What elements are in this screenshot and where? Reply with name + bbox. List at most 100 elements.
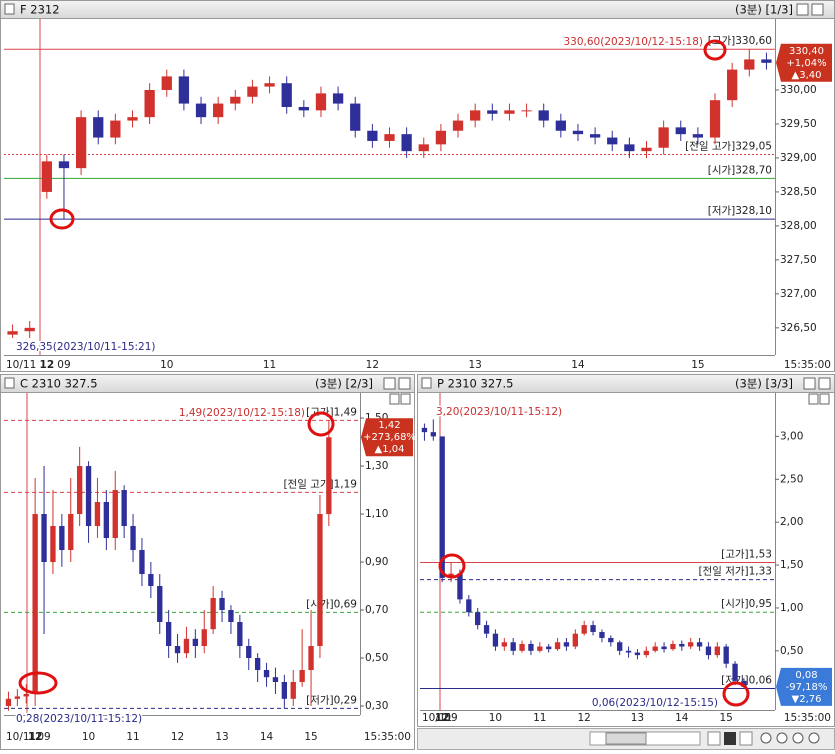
x-tick-label: 14 <box>675 712 689 724</box>
panel-frame <box>417 374 835 727</box>
candle-body <box>537 646 543 651</box>
candle-body <box>219 598 225 611</box>
candle-body <box>581 625 587 634</box>
candle-body <box>430 432 436 437</box>
candle-body <box>475 612 481 626</box>
high-note: 3,20(2023/10/11-15:12) <box>436 406 562 418</box>
candle-body <box>625 650 632 653</box>
candle-body <box>14 696 21 699</box>
chart-period: (3분) [3/3] <box>735 377 793 391</box>
highlight <box>18 671 58 695</box>
candle-body <box>492 633 499 647</box>
candle-body <box>652 646 658 651</box>
charts: F 2312 (3분) [1/3] 326,50 327,00 327,50 328,00… <box>4 3 832 743</box>
candle-body <box>68 514 74 551</box>
candle-body <box>192 638 199 647</box>
candle-body <box>519 643 525 651</box>
candle-body <box>127 117 138 121</box>
candle-body <box>421 427 428 433</box>
candle-body <box>41 161 52 192</box>
highlight <box>49 208 75 230</box>
candle-body <box>705 646 712 656</box>
candle-body <box>85 466 92 527</box>
candle-body <box>452 120 464 131</box>
y-tick-label: 1,50 <box>780 559 803 571</box>
y-tick-label: 327,50 <box>780 254 817 266</box>
candle-body <box>435 130 447 145</box>
x-tick-label: 13 <box>468 359 481 371</box>
y-tick-label: 328,00 <box>780 220 817 232</box>
candle-body <box>617 642 623 651</box>
nav-button[interactable] <box>707 731 721 746</box>
candle-body <box>228 610 234 623</box>
candle-body <box>528 643 534 651</box>
y-tick-label: 1,10 <box>365 508 388 520</box>
close-button[interactable] <box>811 3 824 16</box>
scroll-thumb[interactable] <box>605 732 647 745</box>
chart: P 2310 327.5 (3분) [3/3] 0,50 1,00 1,50 2,00 2,… <box>420 377 832 724</box>
y-tick-label: 0,70 <box>365 604 388 616</box>
x-tick-label: 09 <box>444 712 457 724</box>
candle-body <box>298 106 309 111</box>
scale-button[interactable] <box>819 393 830 405</box>
config-button[interactable] <box>383 377 396 390</box>
zoom-button[interactable] <box>760 732 772 744</box>
candle-body <box>732 663 738 681</box>
highlight-circles <box>18 39 750 707</box>
candle-body <box>675 127 686 135</box>
candle-body <box>144 89 155 118</box>
candle-body <box>696 642 703 647</box>
candle-body <box>483 625 490 634</box>
x-tick-label: 12 <box>28 731 43 743</box>
zoom-button[interactable] <box>776 732 788 744</box>
y-tick-label: 329,50 <box>780 118 817 130</box>
panel-header <box>0 374 415 393</box>
zoom-button[interactable] <box>792 732 804 744</box>
chart: F 2312 (3분) [1/3] 326,50 327,00 327,50 328,00… <box>4 3 832 371</box>
config-button[interactable] <box>803 377 816 390</box>
candle-body <box>94 502 101 527</box>
level-label: [고가]1,53 <box>721 548 772 560</box>
candle-body <box>692 134 704 138</box>
candle-body <box>538 110 549 121</box>
candle-body <box>178 76 190 104</box>
close-button[interactable] <box>398 377 411 390</box>
high-note: 1,49(2023/10/12-15:18) <box>179 407 305 419</box>
candle-body <box>607 137 618 145</box>
y-tick-label: 3,00 <box>780 430 803 442</box>
y-tick-label: 0,50 <box>365 652 388 664</box>
candle-body <box>439 436 445 578</box>
zoom-button[interactable] <box>808 732 820 744</box>
candle-body <box>299 670 305 683</box>
scale-button[interactable] <box>389 393 400 405</box>
candle-body <box>634 652 641 656</box>
candle-body <box>761 59 772 63</box>
nav-button[interactable] <box>724 732 736 745</box>
level-label: [전일 고가]1,19 <box>283 477 357 490</box>
panel-icon <box>4 377 15 389</box>
y-tick-label: 329,00 <box>780 152 817 164</box>
candle-body <box>457 573 463 600</box>
level-label: [전일 고가]329,05 <box>685 140 772 153</box>
candle-body <box>590 625 596 632</box>
time-label: 15:35:00 <box>784 359 831 371</box>
header-icons <box>4 3 831 405</box>
candle-body <box>572 130 584 135</box>
scale-button[interactable] <box>400 393 411 405</box>
chart-title: F 2312 <box>20 3 60 17</box>
panel-icon <box>421 377 432 389</box>
nav-button[interactable] <box>739 731 753 746</box>
x-tick-label: 10/11 <box>6 359 36 371</box>
candle-body <box>264 83 275 87</box>
candle-body <box>23 694 29 697</box>
candle-body <box>384 134 395 141</box>
config-button[interactable] <box>796 3 809 16</box>
close-button[interactable] <box>818 377 831 390</box>
candle-body <box>317 514 323 647</box>
low-note: 326,35(2023/10/11-15:21) <box>16 341 156 353</box>
x-tick-label: 13 <box>215 731 228 743</box>
scale-button[interactable] <box>808 393 819 405</box>
candle-body <box>315 93 327 111</box>
candle-body <box>679 643 685 647</box>
candle-body <box>237 622 243 647</box>
